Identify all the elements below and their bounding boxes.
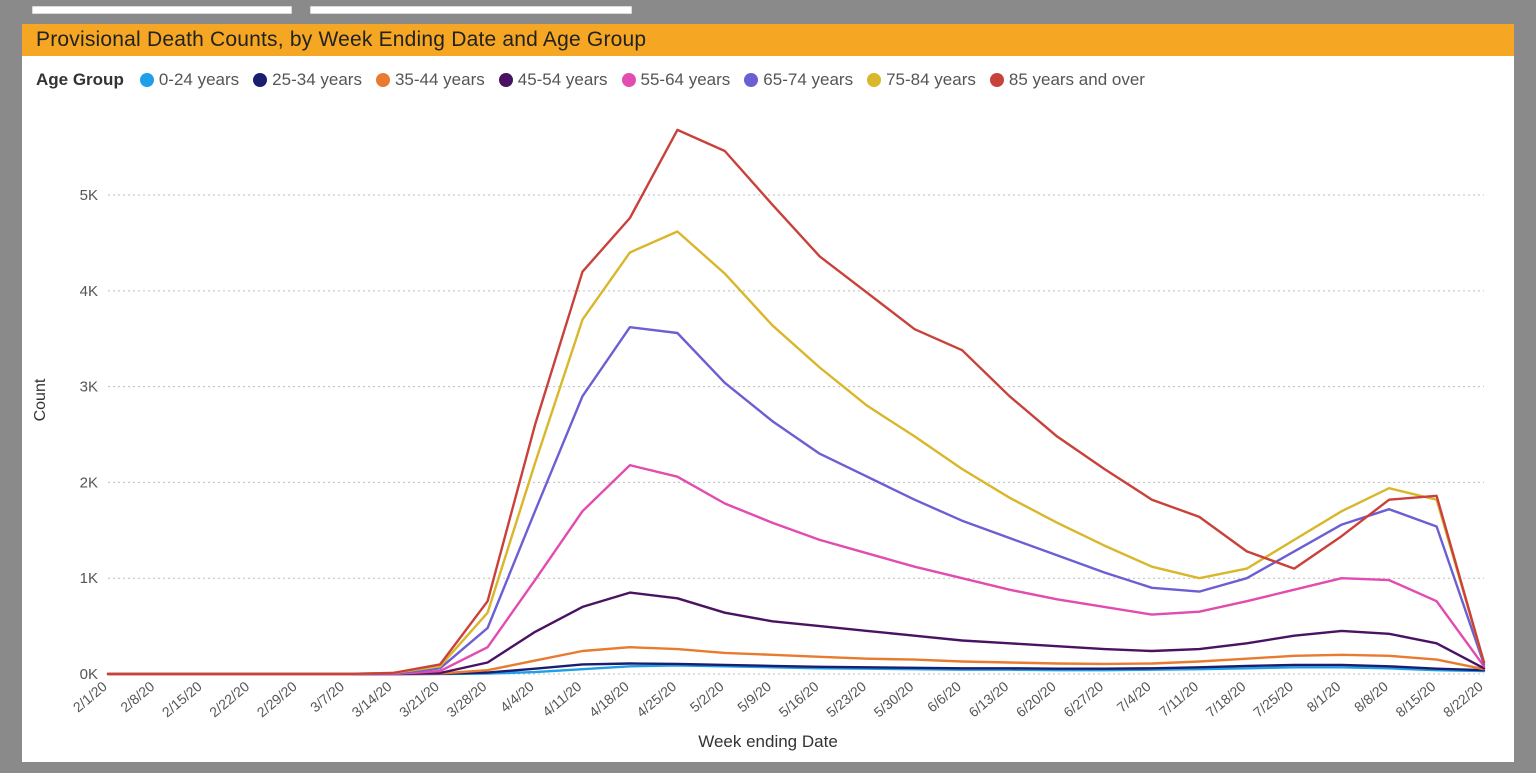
x-tick-label: 4/25/20 (633, 678, 679, 720)
y-tick-label: 3K (80, 379, 98, 396)
x-tick-label: 5/23/20 (823, 678, 869, 720)
legend-item[interactable]: 35-44 years (376, 70, 485, 90)
series-line[interactable] (108, 327, 1484, 674)
y-tick-label: 4K (80, 283, 98, 300)
top-card-2 (310, 6, 632, 14)
x-tick-label: 3/21/20 (396, 678, 442, 720)
chart-title-bar: Provisional Death Counts, by Week Ending… (22, 24, 1514, 56)
x-tick-label: 3/7/20 (307, 678, 347, 715)
legend-label: 75-84 years (886, 70, 976, 90)
legend-swatch (253, 73, 267, 87)
legend-item[interactable]: 75-84 years (867, 70, 976, 90)
legend-swatch (140, 73, 154, 87)
plot-area: Count 0K1K2K3K4K5K2/1/202/8/202/15/202/2… (36, 116, 1500, 752)
x-tick-label: 7/18/20 (1203, 678, 1249, 720)
series-line[interactable] (108, 130, 1484, 674)
legend-label: 35-44 years (395, 70, 485, 90)
legend-item[interactable]: 0-24 years (140, 70, 239, 90)
legend-item[interactable]: 45-54 years (499, 70, 608, 90)
x-tick-label: 8/15/20 (1392, 678, 1438, 720)
line-chart-svg: 0K1K2K3K4K5K2/1/202/8/202/15/202/22/202/… (36, 116, 1500, 752)
x-tick-label: 5/2/20 (687, 678, 727, 715)
x-tick-label: 7/4/20 (1114, 678, 1154, 715)
legend-item[interactable]: 25-34 years (253, 70, 362, 90)
legend-title: Age Group (36, 70, 124, 90)
legend-item[interactable]: 65-74 years (744, 70, 853, 90)
legend-label: 85 years and over (1009, 70, 1145, 90)
x-tick-label: 8/22/20 (1440, 678, 1486, 720)
legend-swatch (376, 73, 390, 87)
y-axis-title: Count (32, 379, 50, 422)
x-tick-label: 4/18/20 (586, 678, 632, 720)
y-tick-label: 5K (80, 187, 98, 204)
x-tick-label: 5/16/20 (776, 678, 822, 720)
chart-title: Provisional Death Counts, by Week Ending… (36, 28, 646, 51)
x-tick-label: 6/20/20 (1013, 678, 1059, 720)
legend-swatch (744, 73, 758, 87)
x-tick-label: 7/11/20 (1156, 678, 1201, 720)
legend-swatch (867, 73, 881, 87)
series-line[interactable] (108, 593, 1484, 674)
x-tick-label: 2/8/20 (117, 678, 157, 715)
series-line[interactable] (108, 465, 1484, 674)
x-tick-label: 2/22/20 (206, 678, 252, 720)
y-tick-label: 1K (80, 570, 98, 587)
x-tick-label: 3/28/20 (443, 678, 489, 720)
top-card-1 (32, 6, 292, 14)
top-strip (0, 0, 1536, 14)
y-tick-label: 2K (80, 474, 98, 491)
legend-label: 45-54 years (518, 70, 608, 90)
x-tick-label: 6/6/20 (924, 678, 964, 715)
x-tick-label: 5/30/20 (870, 678, 916, 720)
legend-item[interactable]: 55-64 years (622, 70, 731, 90)
legend-label: 25-34 years (272, 70, 362, 90)
series-line[interactable] (108, 647, 1484, 674)
x-tick-label: 6/13/20 (965, 678, 1011, 720)
legend-label: 0-24 years (159, 70, 239, 90)
x-tick-label: 5/9/20 (734, 678, 774, 715)
x-tick-label: 4/11/20 (539, 678, 584, 720)
x-tick-label: 2/15/20 (159, 678, 205, 720)
legend: Age Group 0-24 years 25-34 years 35-44 yea… (22, 56, 1514, 96)
x-axis-title: Week ending Date (36, 732, 1500, 752)
x-tick-label: 6/27/20 (1060, 678, 1106, 720)
x-tick-label: 2/29/20 (254, 678, 300, 720)
x-tick-label: 8/8/20 (1351, 678, 1391, 715)
x-tick-label: 2/1/20 (70, 678, 110, 715)
legend-label: 65-74 years (763, 70, 853, 90)
x-tick-label: 4/4/20 (497, 678, 537, 715)
legend-swatch (622, 73, 636, 87)
x-tick-label: 7/25/20 (1250, 678, 1296, 720)
chart-panel: Provisional Death Counts, by Week Ending… (22, 24, 1514, 762)
x-tick-label: 8/1/20 (1303, 678, 1343, 715)
legend-label: 55-64 years (641, 70, 731, 90)
x-tick-label: 3/14/20 (349, 678, 395, 720)
legend-swatch (499, 73, 513, 87)
legend-item[interactable]: 85 years and over (990, 70, 1145, 90)
series-line[interactable] (108, 232, 1484, 675)
legend-swatch (990, 73, 1004, 87)
